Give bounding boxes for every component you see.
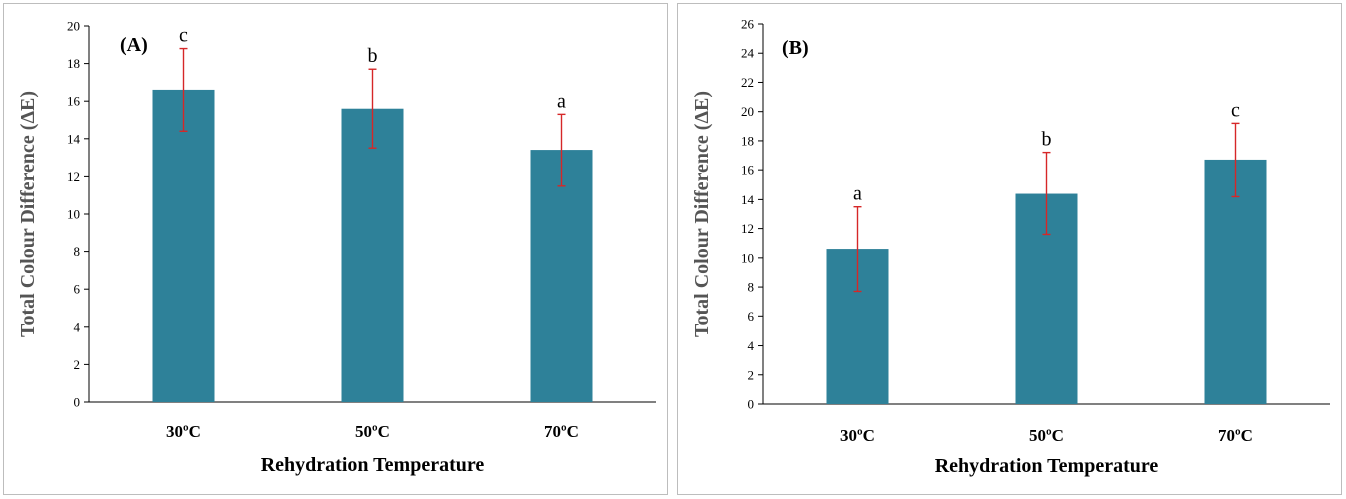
y-tick-label: 18 (741, 133, 754, 148)
significance-letter-1: a (853, 183, 862, 205)
y-tick-label: 10 (741, 250, 754, 265)
significance-letter-1: c (179, 25, 188, 47)
bar-3 (1204, 159, 1267, 404)
chart-panel-b: 0 2 4 6 8 10 12 14 16 18 20 22 24 26 a 30ºC b 50ºC c 70ºC (B… (677, 3, 1342, 495)
y-tick-label: 12 (67, 169, 80, 184)
bar-3 (530, 150, 593, 402)
x-axis-label: Rehydration Temperature (261, 454, 485, 476)
significance-letter-2: b (1042, 129, 1052, 151)
x-tick-label-1: 30ºC (840, 426, 875, 445)
significance-letter-2: b (368, 45, 378, 67)
y-tick-label: 10 (67, 207, 80, 222)
y-tick-label: 14 (67, 131, 81, 146)
y-tick-label: 2 (748, 367, 755, 382)
y-tick-label: 12 (741, 221, 754, 236)
y-tick-label: 16 (67, 94, 81, 109)
y-tick-label: 2 (74, 357, 81, 372)
x-tick-label-3: 70ºC (544, 422, 579, 441)
y-tick-label: 6 (748, 309, 755, 324)
y-tick-label: 20 (67, 19, 80, 34)
significance-letter-3: a (557, 90, 566, 112)
y-tick-label: 0 (74, 395, 81, 410)
x-tick-label-3: 70ºC (1218, 426, 1253, 445)
y-tick-label: 4 (74, 319, 81, 334)
y-tick-label: 20 (741, 104, 754, 119)
y-tick-label: 18 (67, 56, 80, 71)
chart-b-svg: 02468101214161820222426a30ºCb50ºCc70ºC(B… (691, 17, 1330, 477)
x-tick-label-2: 50ºC (1029, 426, 1064, 445)
y-axis-label: Total Colour Difference (ΔE) (17, 91, 39, 337)
y-tick-label: 16 (741, 163, 755, 178)
panel-label-b: (B) (782, 37, 809, 59)
y-tick-label: 6 (74, 282, 81, 297)
x-axis-label: Rehydration Temperature (935, 455, 1159, 477)
y-axis-label: Total Colour Difference (ΔE) (691, 91, 713, 337)
chart-a-svg: 0 2 4 6 8 10 12 14 16 18 20 c 30ºC b 50ºC a 70ºC (A) Rehyd… (17, 19, 656, 476)
y-tick-label: 4 (748, 338, 755, 353)
y-tick-label: 22 (741, 75, 754, 90)
bar-1 (152, 89, 215, 403)
y-tick-label: 24 (741, 46, 755, 61)
chart-panel-a: 0 2 4 6 8 10 12 14 16 18 20 c 30ºC b 50ºC a 70ºC (A) Rehyd… (3, 3, 668, 495)
y-tick-label: 14 (741, 192, 755, 207)
y-tick-label: 0 (748, 397, 755, 412)
x-tick-label-2: 50ºC (355, 422, 390, 441)
significance-letter-3: c (1231, 99, 1240, 121)
y-tick-label: 8 (748, 280, 755, 295)
y-tick-label: 8 (74, 244, 81, 259)
bar-2 (341, 108, 404, 402)
y-tick-label: 26 (741, 17, 755, 32)
panel-label-a: (A) (120, 34, 148, 56)
x-tick-label-1: 30ºC (166, 422, 201, 441)
